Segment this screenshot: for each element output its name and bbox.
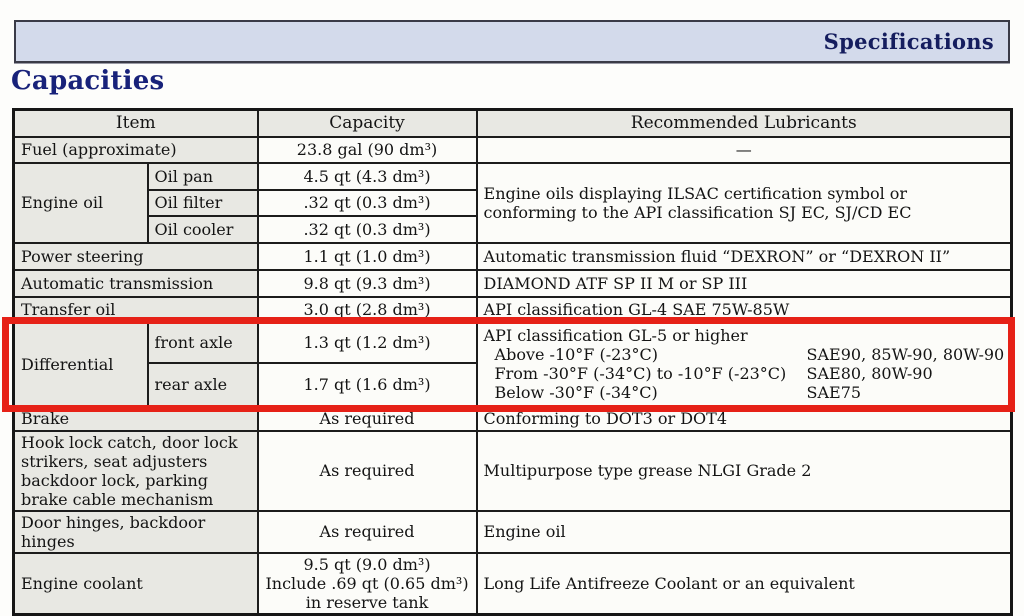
engine-oil-lubricant-value: Engine oils displaying ILSAC certificati…	[475, 161, 1013, 244]
page-title: Capacities	[11, 66, 165, 96]
row-power-steering: Power steering 1.1 qt (1.0 dm³) Automati…	[12, 241, 1013, 271]
row-hook-lock: Hook lock catch, door lock strikers, sea…	[12, 429, 1013, 512]
engine-coolant-item-label: Engine coolant	[12, 551, 259, 615]
differential-highlight-box	[2, 317, 1015, 412]
banner-title: Specifications	[823, 29, 994, 54]
condition-range: Above -10°F (-23°C)	[494, 345, 658, 364]
oil-cooler-label: Oil cooler	[146, 214, 259, 244]
capacities-table: Item Capacity Recommended Lubricants Fue…	[12, 108, 1013, 616]
row-engine-oil-cooler: Oil cooler .32 qt (0.3 dm³)	[14, 214, 1012, 244]
condition-range: Below -30°F (-34°C)	[494, 383, 658, 402]
automatic-transmission-capacity-value: 9.8 qt (9.3 dm³)	[256, 268, 478, 298]
section-banner: Specifications	[14, 20, 1010, 63]
rear-axle-label: rear axle	[146, 361, 259, 407]
row-differential-rear-axle: rear axle 1.7 qt (1.6 dm³)	[14, 361, 1012, 407]
coolant-capacity-line: Include .69 qt (0.65 dm³)	[265, 573, 469, 593]
header-row: Item Capacity Recommended Lubricants	[12, 108, 1013, 138]
coolant-capacity-line: in reserve tank	[305, 592, 429, 612]
hook-lock-item-label: Hook lock catch, door lock strikers, sea…	[12, 429, 259, 512]
coolant-capacity-line: 9.5 qt (9.0 dm³)	[303, 554, 431, 574]
row-engine-oil-pan: Engine oil Oil pan 4.5 qt (4.3 dm³) Engi…	[12, 161, 1013, 244]
engine-coolant-lubricant-value: Long Life Antifreeze Coolant or an equiv…	[475, 551, 1013, 615]
power-steering-item-label: Power steering	[12, 241, 259, 271]
row-fuel: Fuel (approximate) 23.8 gal (90 dm³) —	[12, 135, 1013, 164]
row-engine-oil-filter: Oil filter .32 qt (0.3 dm³)	[14, 188, 1012, 217]
column-header-item: Item	[12, 108, 259, 138]
oil-filter-capacity-value: .32 qt (0.3 dm³)	[256, 188, 478, 217]
automatic-transmission-lubricant-value: DIAMOND ATF SP II M or SP III	[475, 268, 1013, 298]
door-hinges-lubricant-value: Engine oil	[475, 509, 1013, 554]
column-header-lubricants: Recommended Lubricants	[475, 108, 1013, 138]
differential-condition: Below -30°F (-34°C) SAE75	[484, 383, 1004, 402]
door-hinges-item-label: Door hinges, backdoor hinges	[12, 509, 259, 554]
differential-lubricant-block: API classification GL-5 or higher Above …	[475, 321, 1013, 407]
front-axle-capacity-value: 1.3 qt (1.2 dm³)	[256, 321, 478, 364]
engine-coolant-capacity-block: 9.5 qt (9.0 dm³) Include .69 qt (0.65 dm…	[256, 551, 478, 615]
hook-lock-lubricant-value: Multipurpose type grease NLGI Grade 2	[475, 429, 1013, 512]
fuel-lubricant-value: —	[475, 135, 1013, 164]
power-steering-capacity-value: 1.1 qt (1.0 dm³)	[256, 241, 478, 271]
row-engine-coolant: Engine coolant 9.5 qt (9.0 dm³) Include …	[12, 551, 1013, 615]
column-header-capacity: Capacity	[256, 108, 478, 138]
row-differential-front-axle: Differential front axle 1.3 qt (1.2 dm³)…	[12, 321, 1013, 407]
condition-grade: SAE80, 80W-90	[806, 364, 933, 383]
row-door-hinges: Door hinges, backdoor hinges As required…	[12, 509, 1013, 554]
condition-range: From -30°F (-34°C) to -10°F (-23°C)	[494, 364, 787, 383]
automatic-transmission-item-label: Automatic transmission	[12, 268, 259, 298]
fuel-capacity-value: 23.8 gal (90 dm³)	[256, 135, 478, 164]
condition-grade: SAE90, 85W-90, 80W-90	[806, 345, 1005, 364]
row-automatic-transmission: Automatic transmission 9.8 qt (9.3 dm³) …	[12, 268, 1013, 298]
condition-grade: SAE75	[806, 383, 862, 402]
front-axle-label: front axle	[146, 321, 259, 364]
engine-oil-item-label: Engine oil	[12, 161, 149, 244]
oil-filter-label: Oil filter	[146, 188, 259, 217]
oil-pan-capacity-value: 4.5 qt (4.3 dm³)	[256, 161, 478, 191]
door-hinges-capacity-value: As required	[256, 509, 478, 554]
rear-axle-capacity-value: 1.7 qt (1.6 dm³)	[256, 361, 478, 407]
differential-condition: From -30°F (-34°C) to -10°F (-23°C) SAE8…	[484, 364, 1004, 383]
differential-condition: Above -10°F (-23°C) SAE90, 85W-90, 80W-9…	[484, 345, 1005, 364]
fuel-item-label: Fuel (approximate)	[12, 135, 259, 164]
power-steering-lubricant-value: Automatic transmission fluid “DEXRON” or…	[475, 241, 1013, 271]
hook-lock-capacity-value: As required	[256, 429, 478, 512]
oil-pan-label: Oil pan	[146, 161, 259, 191]
oil-cooler-capacity-value: .32 qt (0.3 dm³)	[256, 214, 478, 244]
differential-lubricant-title: API classification GL-5 or higher	[483, 326, 748, 345]
